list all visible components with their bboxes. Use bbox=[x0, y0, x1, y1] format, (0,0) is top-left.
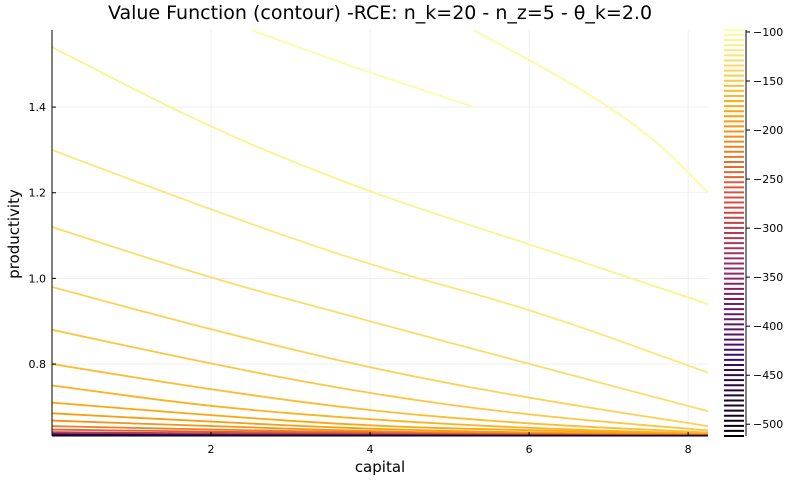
contour-line bbox=[52, 328, 708, 432]
y-tick-label: 1.0 bbox=[29, 272, 47, 285]
contour-group bbox=[52, 30, 708, 436]
colorbar-tick-label: −250 bbox=[753, 173, 783, 186]
y-tick-label: 0.8 bbox=[29, 358, 47, 371]
x-tick-label: 6 bbox=[526, 443, 533, 456]
contour-line bbox=[52, 412, 708, 436]
contour-lines bbox=[52, 30, 708, 436]
axes: 2 4 6 8 0.8 1.0 1.2 1.4 bbox=[29, 30, 708, 456]
colorbar-tick-label: −500 bbox=[753, 418, 783, 431]
contour-line bbox=[52, 286, 708, 428]
chart-title: Value Function (contour) -RCE: n_k=20 - … bbox=[108, 2, 652, 24]
colorbar-tick-label: −350 bbox=[753, 271, 783, 284]
contour-line bbox=[52, 384, 708, 435]
colorbar-tick-label: −100 bbox=[753, 26, 783, 39]
contour-line bbox=[52, 149, 708, 374]
x-axis-label: capital bbox=[355, 458, 405, 476]
colorbar: −100 −150 −200 −250 −300 −350 −400 −450 −500 bbox=[724, 26, 783, 437]
y-axis-label: productivity bbox=[5, 189, 23, 279]
contour-line bbox=[52, 401, 708, 436]
contour-line bbox=[250, 30, 474, 108]
y-tick-label: 1.4 bbox=[29, 101, 47, 114]
x-tick-label: 8 bbox=[685, 443, 692, 456]
contour-line bbox=[473, 30, 708, 194]
colorbar-tick-label: −300 bbox=[753, 222, 783, 235]
grid-lines bbox=[52, 30, 708, 436]
y-tick-label: 1.2 bbox=[29, 187, 47, 200]
colorbar-tick-label: −150 bbox=[753, 75, 783, 88]
colorbar-tick-label: −200 bbox=[753, 124, 783, 137]
colorbar-tick-label: −450 bbox=[753, 369, 783, 382]
contour-line bbox=[52, 363, 708, 434]
x-tick-label: 2 bbox=[208, 443, 215, 456]
x-tick-label: 4 bbox=[367, 443, 374, 456]
contour-line bbox=[52, 226, 708, 413]
contour-line bbox=[52, 46, 708, 305]
colorbar-tick-label: −400 bbox=[753, 320, 783, 333]
